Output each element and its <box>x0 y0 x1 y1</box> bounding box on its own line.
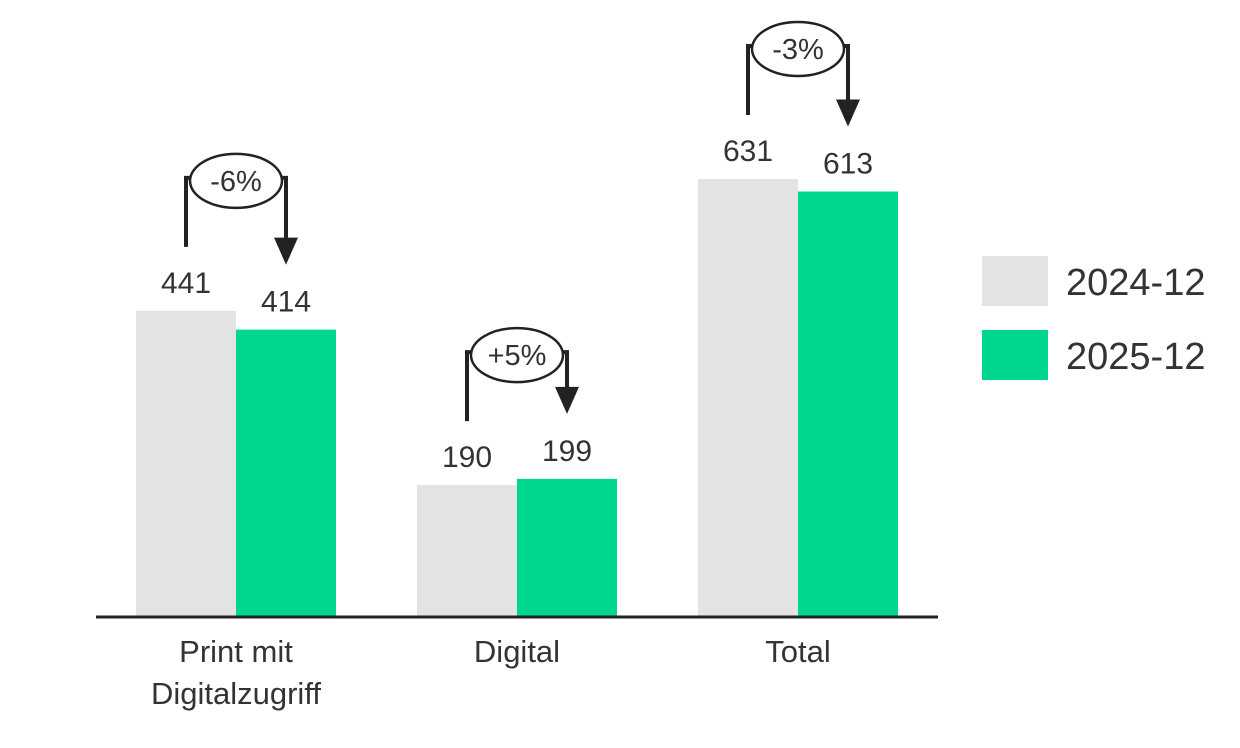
change-label: +5% <box>488 340 547 372</box>
value-label: 414 <box>261 286 311 319</box>
arrow-head <box>555 386 579 414</box>
value-label: 190 <box>442 441 492 474</box>
bar <box>136 310 236 617</box>
change-bubble <box>188 152 284 210</box>
bar <box>236 329 336 617</box>
legend-swatch <box>982 330 1048 380</box>
x-tick-label: Total <box>765 634 831 669</box>
value-label: 441 <box>161 267 211 300</box>
x-tick-label: Digital <box>473 634 561 669</box>
bar <box>698 179 798 617</box>
bar <box>417 485 517 617</box>
legend-label: 2024-12 <box>1066 262 1205 304</box>
change-label: -3% <box>772 34 824 66</box>
change-label: -6% <box>210 166 262 198</box>
arrow-head <box>274 237 298 265</box>
value-label: 631 <box>723 135 773 168</box>
arrow-head <box>836 99 860 127</box>
value-label: 613 <box>823 147 873 180</box>
change-bubble <box>469 326 565 384</box>
bar <box>798 191 898 617</box>
value-label: 199 <box>542 435 592 468</box>
bar <box>517 478 617 617</box>
legend-swatch <box>982 256 1048 306</box>
x-tick-label: Print mit Digitalzugriff <box>150 634 321 711</box>
change-bubble <box>750 20 846 78</box>
legend-label: 2025-12 <box>1066 336 1205 378</box>
